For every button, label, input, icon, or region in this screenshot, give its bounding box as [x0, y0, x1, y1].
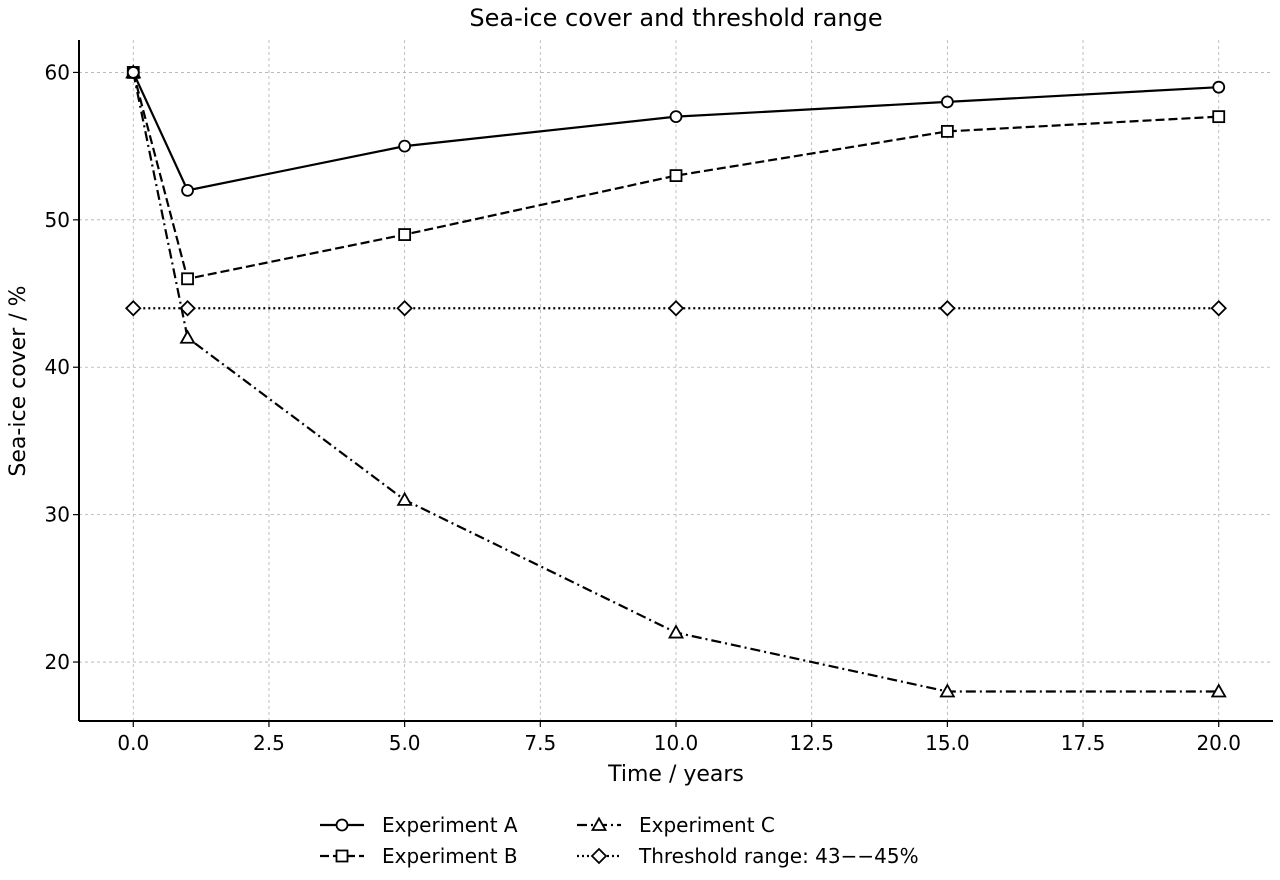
x-tick-label: 17.5 — [1061, 731, 1106, 755]
threshold-range-point — [939, 299, 956, 317]
legend-label: Experiment A — [382, 813, 518, 837]
x-tick-label: 10.0 — [654, 731, 699, 755]
tick-layer: 0.0 2.5 5.0 7.5 10.0 12.5 15.0 17.5 20.0 20 30 40 50… — [45, 60, 1241, 755]
x-tick-label: 5.0 — [389, 731, 421, 755]
legend-item-experiment-c: Experiment C — [577, 813, 775, 837]
experiment-b-point — [398, 228, 412, 241]
x-tick-label: 12.5 — [789, 731, 834, 755]
legend: Experiment A Experiment B Experiment C Thre… — [320, 813, 919, 868]
legend-marker — [335, 849, 349, 863]
y-axis-title: Sea-ice cover / % — [6, 285, 31, 476]
legend-marker — [335, 818, 349, 832]
x-tick-label: 20.0 — [1196, 731, 1241, 755]
threshold-range-series — [124, 299, 1228, 317]
experiment-c-point — [179, 329, 196, 344]
legend-item-threshold-range: Threshold range: 43−−45% — [577, 844, 919, 868]
experiment-a-point — [126, 66, 140, 79]
experiment-a-point — [940, 95, 954, 109]
experiment-a-point — [398, 139, 412, 153]
legend-item-experiment-b: Experiment B — [320, 844, 518, 868]
legend-label: Experiment B — [382, 844, 518, 868]
experiment-c-line — [132, 72, 1219, 693]
x-tick-label: 15.0 — [925, 731, 970, 755]
experiment-a-point — [1212, 80, 1226, 94]
experiment-c-point — [1210, 683, 1227, 698]
x-tick-label: 2.5 — [253, 731, 285, 755]
experiment-b-point — [1212, 110, 1226, 124]
experiment-a-line — [132, 71, 1219, 192]
legend-item-experiment-a: Experiment A — [320, 813, 518, 837]
experiment-b-point — [940, 124, 954, 138]
experiment-b-point — [669, 169, 683, 183]
x-axis-title: Time / years — [607, 762, 744, 787]
legend-label: Threshold range: 43−−45% — [638, 844, 919, 868]
experiment-b-line — [132, 72, 1219, 281]
chart-title: Sea-ice cover and threshold range — [469, 4, 882, 32]
y-tick-label: 20 — [45, 650, 70, 674]
y-tick-label: 30 — [45, 503, 70, 527]
experiment-c-point — [939, 683, 956, 698]
y-tick-label: 50 — [45, 208, 70, 232]
series-layer — [124, 64, 1228, 698]
experiment-c-point — [396, 491, 413, 506]
experiment-a-series — [126, 66, 1226, 197]
legend-marker — [590, 847, 608, 865]
experiment-c-point — [667, 624, 685, 639]
experiment-a-point — [669, 110, 683, 124]
legend-label: Experiment C — [639, 813, 775, 837]
y-tick-label: 60 — [45, 60, 70, 84]
threshold-range-point — [124, 299, 142, 317]
x-tick-label: 7.5 — [524, 731, 556, 755]
threshold-range-point — [1210, 299, 1228, 317]
threshold-range-point — [667, 299, 685, 317]
threshold-range-point — [396, 299, 413, 317]
threshold-range-point — [179, 299, 196, 317]
experiment-b-point — [181, 272, 194, 286]
experiment-a-point — [181, 183, 194, 197]
x-tick-label: 0.0 — [117, 731, 149, 755]
experiment-b-series — [126, 66, 1226, 286]
legend-marker — [590, 816, 608, 831]
grid-layer — [79, 40, 1273, 721]
y-tick-label: 40 — [45, 355, 70, 379]
